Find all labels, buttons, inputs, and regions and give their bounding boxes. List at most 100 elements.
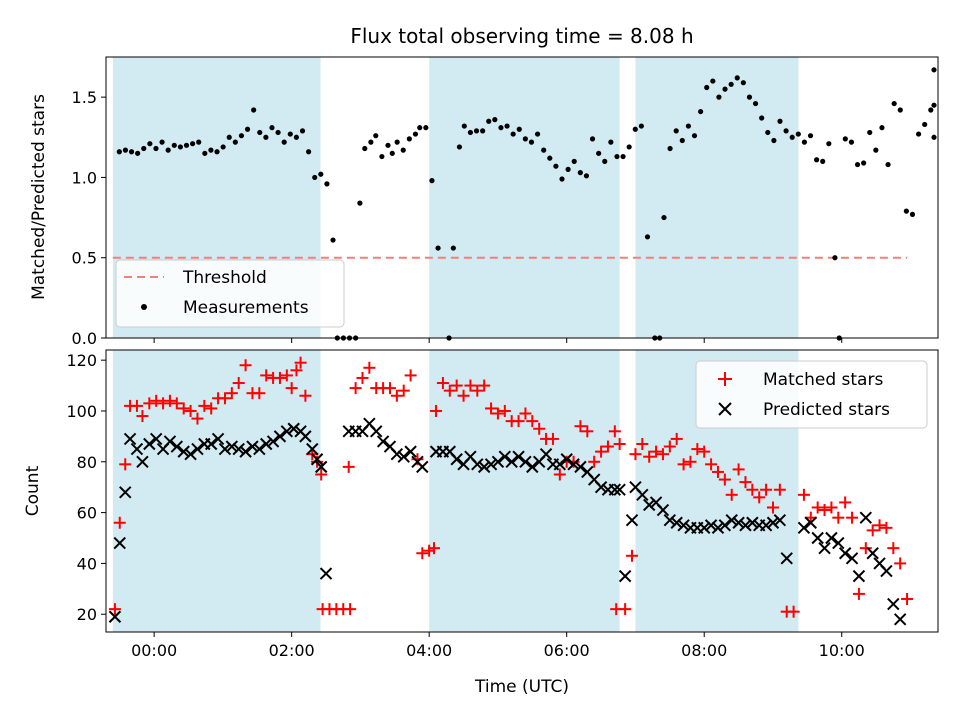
predicted-star-point (825, 531, 838, 545)
matched-star-point (218, 392, 231, 405)
measurement-point (275, 129, 281, 136)
matched-star-point (427, 542, 440, 555)
measurement-point (826, 141, 832, 147)
measurement-point (771, 137, 777, 144)
top-y-tick-label: 1.5 (72, 88, 97, 107)
matched-star-point (636, 438, 649, 450)
measurement-point (385, 142, 391, 148)
matched-star-point (113, 516, 126, 529)
predicted-star-point (319, 567, 333, 580)
predicted-star-point (306, 442, 319, 456)
legend-matched-label: Matched stars (763, 370, 883, 390)
matched-star-point (436, 377, 449, 390)
measurement-point (492, 117, 498, 123)
measurement-point (189, 141, 196, 147)
matched-star-point (718, 473, 731, 486)
matched-star-point (498, 404, 511, 417)
measurement-point (141, 145, 147, 152)
measurement-point (632, 126, 638, 132)
measurement-point (673, 128, 679, 134)
measurement-point (373, 133, 379, 139)
measurement-point (238, 133, 245, 139)
matched-star-point (880, 521, 893, 534)
bottom-y-tick-label: 60 (77, 504, 97, 523)
legend-matched-swatch (718, 372, 732, 386)
predicted-star-point (613, 483, 626, 496)
predicted-star-point (246, 440, 259, 453)
measurement-point (147, 141, 153, 147)
matched-star-point (150, 394, 163, 407)
measurement-point (244, 126, 251, 132)
bottom-y-axis: 20 40 60 80 100 120 (66, 351, 106, 624)
measurement-point (486, 118, 492, 124)
bottom-x-tick-label: 02:00 (269, 641, 315, 660)
predicted-star-point (299, 430, 312, 443)
bottom-x-tick-label: 08:00 (681, 641, 727, 660)
measurement-point (196, 139, 202, 145)
bottom-y-tick-label: 100 (66, 402, 97, 421)
matched-star-point (273, 371, 286, 384)
top-y-tick-label: 1.0 (72, 168, 97, 187)
matched-star-point (601, 440, 614, 453)
measurement-point (293, 134, 300, 140)
bottom-y-tick-label: 120 (66, 351, 97, 370)
predicted-star-point (108, 610, 122, 623)
predicted-star-point (797, 521, 811, 535)
matched-star-point (574, 420, 587, 433)
measurement-point (467, 129, 474, 136)
predicted-star-point (119, 486, 132, 499)
bottom-legend: Matched stars Predicted stars (695, 360, 928, 429)
predicted-star-point (253, 442, 266, 456)
measurement-point (577, 170, 583, 176)
measurement-point (417, 125, 423, 131)
matched-star-point (136, 410, 149, 423)
matched-star-point (170, 397, 183, 410)
matched-star-point (608, 425, 621, 438)
predicted-star-point (170, 440, 184, 453)
measurement-point (765, 129, 771, 136)
measurement-point (423, 125, 429, 131)
measurement-point (667, 145, 673, 152)
matched-star-point (546, 432, 559, 445)
measurement-point (406, 136, 412, 142)
matched-star-point (253, 387, 266, 400)
shaded-interval-top (635, 57, 799, 338)
measurement-point (281, 139, 287, 145)
bottom-plot-frame (105, 349, 939, 633)
predicted-star-point (887, 597, 900, 611)
predicted-star-point (811, 531, 824, 545)
matched-star-point (613, 438, 626, 450)
matched-star-point (184, 404, 197, 417)
measurement-point (135, 150, 141, 156)
predicted-star-point (471, 458, 484, 471)
matched-star-point (626, 549, 639, 562)
predicted-star-point (484, 458, 498, 471)
matched-star-point (533, 422, 546, 435)
matched-star-point (894, 557, 907, 570)
matched-star-point (711, 465, 724, 478)
top-plot-frame (105, 56, 939, 339)
x-axis-label: Time (UTC) (474, 677, 569, 697)
bottom-x-tick-label: 04:00 (406, 641, 452, 660)
measurement-point (251, 107, 257, 113)
bottom-shaded-intervals (112, 350, 799, 632)
measurement-point (814, 157, 820, 163)
matched-star-point (315, 468, 328, 481)
matched-star-point (519, 407, 532, 420)
measurement-point (931, 102, 937, 108)
measurement-point (269, 125, 275, 131)
measurement-point (362, 145, 368, 152)
matched-star-point (290, 364, 303, 377)
legend-measurements-swatch (141, 304, 147, 310)
measurement-point (789, 134, 795, 140)
measurement-point (287, 131, 293, 137)
predicted-star-point (287, 422, 300, 435)
predicted-star-point (656, 503, 670, 517)
legend-predicted-swatch (718, 402, 732, 416)
predicted-star-point (560, 453, 573, 466)
matched-star-point (363, 361, 376, 374)
predicted-star-point (866, 547, 879, 560)
matched-star-point (901, 592, 914, 605)
matched-star-point (852, 587, 865, 600)
